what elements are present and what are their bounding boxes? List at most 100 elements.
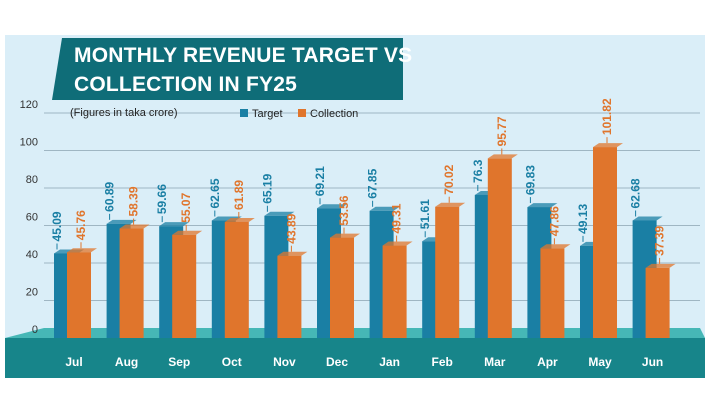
data-label-collection: 45.76 <box>74 210 88 240</box>
y-tick-label: 0 <box>32 324 38 336</box>
data-label-collection: 95.77 <box>495 116 509 146</box>
bar-top <box>540 244 571 249</box>
y-tick-label: 80 <box>26 174 38 186</box>
bar-front <box>435 206 460 338</box>
x-category-label: Jul <box>65 355 82 369</box>
x-category-label: Dec <box>326 355 348 369</box>
x-axis-categories: Jul Aug Sep Oct Nov Dec Jan Feb Mar Apr May Jun <box>65 355 663 369</box>
y-tick-label: 20 <box>26 287 38 299</box>
y-tick-label: 100 <box>20 137 38 149</box>
y-axis-ticks: 0 20 40 60 80 100 120 <box>20 99 38 336</box>
bar-collection-may <box>593 143 623 338</box>
bar-top <box>645 263 676 268</box>
x-category-label: Feb <box>432 355 453 369</box>
bars <box>54 143 676 338</box>
x-category-label: Oct <box>222 355 242 369</box>
bar-collection-jul <box>67 248 97 338</box>
data-label-collection: 61.89 <box>232 180 246 210</box>
bar-front <box>487 158 512 338</box>
x-category-label: Jan <box>379 355 400 369</box>
x-category-label: Apr <box>537 355 558 369</box>
bar-top <box>382 241 413 246</box>
bar-top <box>632 216 663 221</box>
x-category-label: Mar <box>484 355 506 369</box>
data-label-target: 59.66 <box>155 184 169 214</box>
data-label-collection: 53.56 <box>337 195 351 225</box>
bar-collection-jan <box>382 241 413 338</box>
bar-collection-nov <box>277 251 308 338</box>
y-tick-label: 60 <box>26 212 38 224</box>
data-label-target: 67.85 <box>366 168 380 198</box>
data-label-target: 51.61 <box>418 199 432 229</box>
bar-collection-feb <box>435 202 466 338</box>
data-labels: 45.09 45.76 60.89 58.39 59.66 55.07 62.65 61.89… <box>50 98 667 264</box>
bar-top <box>119 224 150 229</box>
data-label-target: 69.21 <box>313 166 327 196</box>
legend-swatch-collection <box>298 109 306 117</box>
data-label-target: 45.09 <box>50 211 64 241</box>
x-category-label: Sep <box>168 355 190 369</box>
y-tick-label: 120 <box>20 99 38 111</box>
legend-label-collection: Collection <box>310 108 358 120</box>
bar-front <box>593 147 617 338</box>
chart-title-line2: COLLECTION IN FY25 <box>74 73 297 96</box>
y-tick-label: 40 <box>26 249 38 261</box>
bar-front <box>645 267 670 338</box>
bar-top <box>330 233 360 238</box>
bar-collection-dec <box>330 233 360 338</box>
bar-top <box>317 204 347 209</box>
bar-front <box>277 255 302 338</box>
legend-swatch-target <box>240 109 248 117</box>
data-label-target: 76.3 <box>471 159 485 183</box>
data-label-target: 69.83 <box>523 165 537 195</box>
bar-front <box>382 245 407 338</box>
bar-top <box>369 206 400 211</box>
bar-collection-sep <box>172 230 203 338</box>
bar-collection-mar <box>487 154 518 338</box>
bar-collection-oct <box>224 217 255 338</box>
data-label-target: 65.19 <box>260 173 274 203</box>
title-banner: MONTHLY REVENUE TARGET VS COLLECTION IN … <box>52 38 412 100</box>
bar-top <box>487 154 518 159</box>
data-label-collection: 70.02 <box>442 164 456 194</box>
bar-top <box>67 248 97 253</box>
data-label-collection: 37.39 <box>653 226 667 256</box>
x-category-label: Nov <box>273 355 296 369</box>
bar-collection-apr <box>540 244 571 338</box>
bar-top <box>527 203 558 208</box>
bar-top <box>224 217 255 222</box>
bar-collection-jun <box>645 263 676 338</box>
data-label-collection: 101.82 <box>600 98 614 135</box>
bar-top <box>593 143 623 148</box>
data-label-target: 62.68 <box>629 178 643 208</box>
data-label-collection: 58.39 <box>127 186 141 216</box>
data-label-target: 62.65 <box>208 178 222 208</box>
bar-front <box>172 234 197 338</box>
data-label-collection: 47.86 <box>547 206 561 236</box>
data-label-collection: 43.89 <box>284 213 298 243</box>
title-banner-shape <box>52 38 403 100</box>
legend: Target Collection <box>240 108 358 120</box>
bar-top <box>106 219 137 224</box>
floor-front <box>5 338 705 378</box>
bar-front <box>330 237 354 338</box>
bar-front <box>119 228 144 338</box>
bar-collection-aug <box>119 224 150 338</box>
bar-front <box>540 248 565 338</box>
bar-front <box>224 221 249 338</box>
bar-top <box>435 202 466 207</box>
units-note: (Figures in taka crore) <box>70 107 178 119</box>
legend-label-target: Target <box>252 108 283 120</box>
x-category-label: Aug <box>115 355 138 369</box>
data-label-target: 60.89 <box>103 181 117 211</box>
bar-top <box>264 211 295 216</box>
chart-title-line1: MONTHLY REVENUE TARGET VS <box>74 44 412 67</box>
data-label-collection: 55.07 <box>179 192 193 222</box>
data-label-target: 49.13 <box>576 204 590 234</box>
bar-top <box>172 230 203 235</box>
data-label-collection: 49.31 <box>390 203 404 233</box>
bar-top <box>277 251 308 256</box>
bar-top <box>159 222 190 227</box>
